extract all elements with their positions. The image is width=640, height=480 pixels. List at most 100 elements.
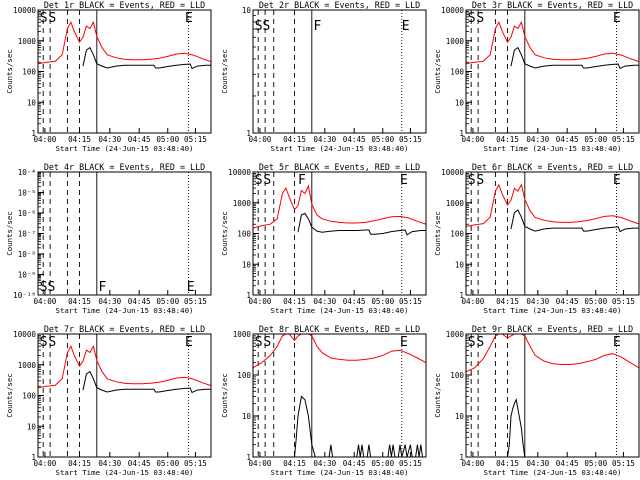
- x-tick-label: 04:45: [343, 135, 366, 144]
- plot-frame: [465, 333, 640, 458]
- x-axis-label: Start Time (24-Jun-15 03:48:40): [56, 144, 194, 153]
- y-tick-label: 10: [455, 412, 465, 421]
- x-axis-label: Start Time (24-Jun-15 03:48:40): [484, 306, 622, 315]
- event-label: F: [314, 19, 322, 34]
- x-tick-label: 04:30: [98, 135, 121, 144]
- y-tick-label: 1000: [446, 37, 465, 46]
- x-axis-label: Start Time (24-Jun-15 03:48:40): [56, 468, 194, 477]
- lld-series-line: [253, 334, 426, 369]
- y-tick-label: 1: [246, 291, 251, 300]
- x-axis-label: Start Time (24-Jun-15 03:48:40): [484, 144, 622, 153]
- plot-title: Det 4r BLACK = Events, RED = LLD: [44, 162, 205, 172]
- y-tick-label: 10⁻⁹: [18, 271, 36, 280]
- x-axis-label: Start Time (24-Jun-15 03:48:40): [484, 468, 622, 477]
- y-tick-label: 1000: [446, 199, 465, 208]
- x-tick-label: 04:15: [68, 297, 91, 306]
- event-label: E: [185, 335, 193, 350]
- event-label: S: [48, 11, 56, 26]
- x-tick-label: 04:30: [313, 297, 336, 306]
- y-tick-label: 10: [242, 412, 252, 421]
- x-tick-label: 04:45: [556, 459, 579, 468]
- y-tick-label: 10: [27, 98, 37, 107]
- y-tick-label: 1000: [233, 330, 252, 339]
- event-label: E: [613, 11, 621, 26]
- event-label: S: [468, 11, 476, 26]
- plot-title: Det 9r BLACK = Events, RED = LLD: [472, 324, 633, 334]
- x-tick-label: 04:30: [313, 459, 336, 468]
- plot-title: Det 5r BLACK = Events, RED = LLD: [259, 162, 420, 172]
- y-tick-label: 1: [246, 129, 251, 138]
- y-tick-label: 10⁻⁴: [18, 168, 36, 177]
- x-tick-label: 04:45: [556, 297, 579, 306]
- plot-frame: [252, 9, 427, 134]
- x-axis-label: Start Time (24-Jun-15 03:48:40): [271, 468, 409, 477]
- y-tick-label: 1000: [233, 199, 252, 208]
- x-tick-label: 04:15: [283, 135, 306, 144]
- event-label: S: [255, 173, 263, 188]
- event-label: E: [400, 173, 408, 188]
- event-label: S: [476, 11, 484, 26]
- event-label: S: [40, 11, 48, 26]
- lld-series-line: [38, 344, 211, 389]
- plot-title: Det 2r BLACK = Events, RED = LLD: [259, 0, 420, 10]
- x-tick-label: 05:15: [399, 459, 422, 468]
- plot-frame: [252, 171, 427, 296]
- plot-frame: [37, 9, 212, 134]
- plot-title: Det 6r BLACK = Events, RED = LLD: [472, 162, 633, 172]
- event-label: E: [402, 19, 410, 34]
- x-tick-label: 05:00: [156, 297, 179, 306]
- x-tick-label: 04:30: [313, 135, 336, 144]
- y-tick-label: 10: [242, 260, 252, 269]
- plot-frame: [465, 171, 640, 296]
- y-tick-label: 10000: [13, 6, 36, 15]
- events-series-line: [297, 212, 426, 236]
- x-tick-label: 04:00: [248, 297, 271, 306]
- y-tick-label: 1: [246, 453, 251, 462]
- x-tick-label: 05:15: [612, 135, 635, 144]
- x-tick-label: 04:15: [68, 135, 91, 144]
- x-tick-label: 04:30: [98, 459, 121, 468]
- x-tick-label: 04:15: [283, 297, 306, 306]
- plot-title: Det 1r BLACK = Events, RED = LLD: [44, 0, 205, 10]
- x-tick-label: 05:15: [399, 297, 422, 306]
- x-tick-label: 05:00: [584, 459, 607, 468]
- x-tick-label: 04:00: [461, 297, 484, 306]
- x-axis-label: Start Time (24-Jun-15 03:48:40): [271, 306, 409, 315]
- x-tick-label: 05:15: [612, 297, 635, 306]
- y-tick-label: 10⁻⁷: [18, 230, 36, 239]
- x-tick-label: 04:00: [33, 297, 56, 306]
- x-tick-label: 04:00: [248, 135, 271, 144]
- event-label: E: [400, 335, 408, 350]
- x-tick-label: 04:00: [33, 459, 56, 468]
- event-label: S: [255, 335, 263, 350]
- x-tick-label: 04:30: [526, 135, 549, 144]
- x-axis-label: Start Time (24-Jun-15 03:48:40): [56, 306, 194, 315]
- y-tick-label: 10: [455, 260, 465, 269]
- y-tick-label: 100: [22, 392, 36, 401]
- y-tick-label: 10⁻⁵: [18, 189, 36, 198]
- y-axis-label: Counts/sec: [433, 373, 442, 418]
- event-label: S: [263, 173, 271, 188]
- x-tick-label: 04:45: [128, 297, 151, 306]
- y-axis-label: Counts/sec: [5, 211, 14, 256]
- x-tick-label: 04:30: [98, 297, 121, 306]
- x-tick-label: 04:15: [283, 459, 306, 468]
- y-axis-label: Counts/sec: [220, 49, 229, 94]
- plot-title: Det 3r BLACK = Events, RED = LLD: [472, 0, 633, 10]
- x-tick-label: 04:15: [68, 459, 91, 468]
- y-tick-label: 100: [450, 371, 464, 380]
- y-tick-label: 100: [450, 68, 464, 77]
- y-axis-label: Counts/sec: [5, 49, 14, 94]
- y-tick-label: 1000: [446, 330, 465, 339]
- x-tick-label: 04:15: [496, 297, 519, 306]
- x-tick-label: 04:30: [526, 459, 549, 468]
- plot-frame: [37, 171, 212, 296]
- plot-title: Det 8r BLACK = Events, RED = LLD: [259, 324, 420, 334]
- y-tick-label: 100: [22, 68, 36, 77]
- x-tick-label: 05:00: [371, 135, 394, 144]
